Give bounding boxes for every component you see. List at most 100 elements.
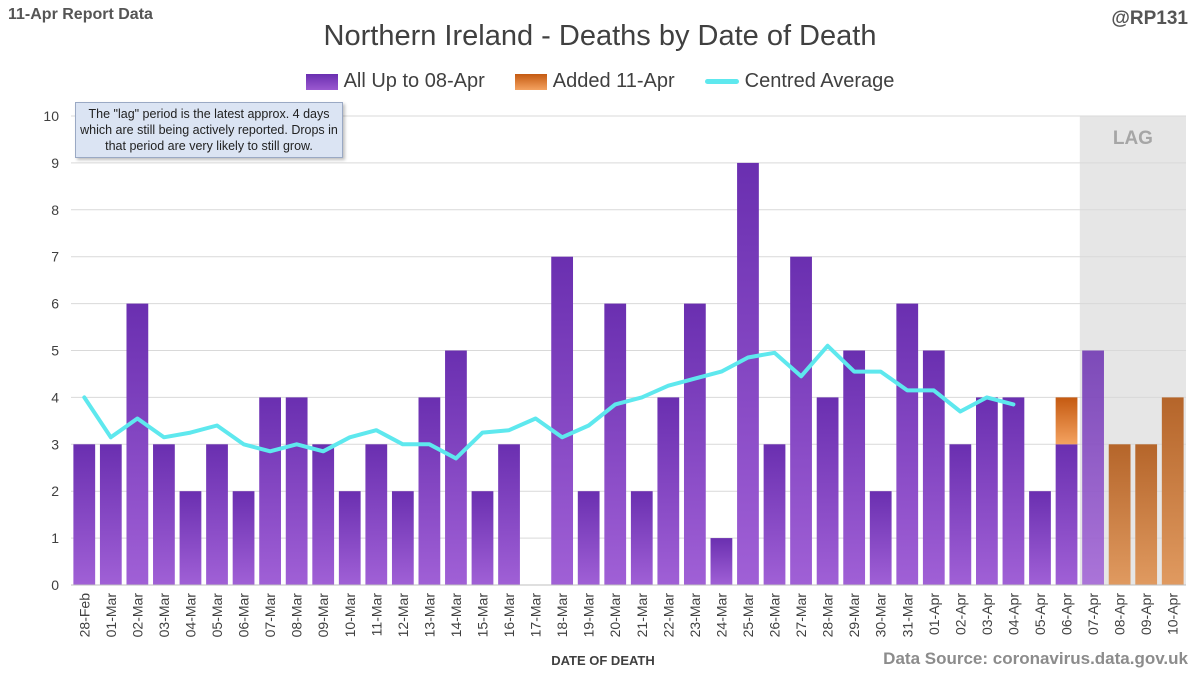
legend-swatch-line (704, 79, 739, 84)
x-tick-label: 19-Mar (581, 593, 597, 638)
x-tick-label: 16-Mar (501, 593, 517, 638)
legend-swatch-orange (514, 73, 547, 90)
bar-all-up-to (630, 491, 653, 585)
bar-all-up-to (1055, 444, 1078, 585)
x-tick-label: 22-Mar (660, 593, 676, 638)
bar-all-up-to (869, 491, 892, 585)
x-tick-label: 01-Mar (103, 593, 119, 638)
bar-all-up-to (816, 397, 839, 585)
legend-item-centred-average: Centred Average (704, 70, 895, 93)
bar-added (1108, 444, 1131, 585)
x-tick-label: 29-Mar (846, 593, 862, 638)
chart-legend: All Up to 08-Apr Added 11-Apr Centred Av… (0, 70, 1200, 93)
x-tick-label: 17-Mar (528, 593, 544, 638)
x-tick-label: 03-Mar (156, 593, 172, 638)
x-tick-label: 18-Mar (554, 593, 570, 638)
author-handle: @RP131 (1111, 8, 1188, 29)
y-tick-label: 9 (51, 155, 59, 171)
bar-all-up-to (179, 491, 202, 585)
bar-all-up-to (577, 491, 600, 585)
bar-all-up-to (1082, 350, 1104, 585)
x-tick-label: 07-Mar (262, 593, 278, 638)
bar-all-up-to (896, 303, 919, 585)
bar-all-up-to (710, 538, 733, 585)
bar-all-up-to (418, 397, 441, 585)
legend-item-all-up-to: All Up to 08-Apr (305, 70, 485, 93)
bar-all-up-to (657, 397, 680, 585)
x-tick-label: 21-Mar (634, 593, 650, 638)
lag-label: LAG (1113, 128, 1153, 149)
legend-label-centred-average: Centred Average (744, 70, 895, 92)
x-tick-label: 20-Mar (607, 593, 623, 638)
bar-all-up-to (498, 444, 520, 585)
bar-all-up-to (604, 303, 627, 585)
bar-all-up-to (551, 256, 574, 585)
x-tick-label: 03-Apr (979, 593, 995, 635)
legend-swatch-purple (305, 73, 338, 90)
bar-all-up-to (683, 303, 706, 585)
bar-all-up-to (790, 256, 812, 585)
x-tick-label: 28-Mar (820, 593, 836, 638)
y-tick-label: 0 (51, 577, 59, 593)
x-tick-label: 31-Mar (899, 593, 915, 638)
bar-all-up-to (126, 303, 149, 585)
x-tick-label: 10-Apr (1165, 593, 1181, 635)
lag-note: The "lag" period is the latest approx. 4… (75, 102, 343, 158)
y-tick-label: 5 (51, 343, 59, 359)
x-tick-label: 12-Mar (395, 593, 411, 638)
y-tick-label: 7 (51, 249, 59, 265)
x-tick-label: 08-Apr (1112, 593, 1128, 635)
bar-all-up-to (285, 397, 308, 585)
y-tick-label: 2 (51, 483, 59, 499)
bar-all-up-to (1002, 397, 1025, 585)
x-tick-label: 01-Apr (926, 593, 942, 635)
y-tick-label: 6 (51, 296, 59, 312)
bar-all-up-to (737, 162, 759, 585)
x-tick-label: 05-Apr (1032, 593, 1048, 635)
bar-all-up-to (99, 444, 122, 585)
x-tick-label: 06-Mar (236, 593, 252, 638)
bar-all-up-to (763, 444, 786, 585)
x-tick-label: 13-Mar (421, 593, 437, 638)
bar-added (1161, 397, 1184, 585)
x-tick-label: 11-Mar (368, 593, 384, 637)
bar-all-up-to (471, 491, 494, 585)
x-axis-title: DATE OF DEATH (551, 653, 655, 668)
bar-all-up-to (365, 444, 388, 585)
line-centred-average (82, 343, 1016, 461)
y-tick-label: 8 (51, 202, 59, 218)
report-date-label: 11-Apr Report Data (8, 6, 153, 23)
bar-all-up-to (73, 444, 96, 585)
x-tick-label: 02-Mar (129, 593, 145, 638)
x-tick-label: 06-Apr (1059, 593, 1075, 635)
bar-all-up-to (1029, 491, 1051, 585)
bar-added (1135, 444, 1158, 585)
x-tick-label: 09-Mar (315, 593, 331, 638)
x-tick-label: 10-Mar (342, 593, 358, 638)
x-tick-label: 04-Apr (1005, 593, 1021, 635)
x-tick-label: 05-Mar (209, 593, 225, 638)
x-tick-label: 04-Mar (182, 593, 198, 638)
legend-label-all-up-to: All Up to 08-Apr (343, 70, 485, 92)
bar-all-up-to (976, 397, 998, 585)
bar-all-up-to (312, 444, 335, 585)
bar-all-up-to (232, 491, 255, 585)
legend-label-added: Added 11-Apr (552, 70, 675, 92)
x-tick-label: 28-Feb (76, 593, 92, 638)
bar-all-up-to (206, 444, 228, 585)
y-tick-label: 3 (51, 436, 59, 452)
x-tick-label: 24-Mar (713, 593, 729, 638)
chart-title: Northern Ireland - Deaths by Date of Dea… (323, 20, 877, 52)
y-tick-label: 4 (51, 389, 59, 405)
bar-all-up-to (843, 350, 866, 585)
bar-all-up-to (445, 350, 467, 585)
x-tick-label: 07-Apr (1085, 593, 1101, 635)
bar-all-up-to (338, 491, 361, 585)
x-tick-label: 25-Mar (740, 593, 756, 638)
x-tick-label: 30-Mar (873, 593, 889, 638)
bar-all-up-to (391, 491, 414, 585)
x-tick-label: 08-Mar (289, 593, 305, 638)
x-tick-label: 15-Mar (474, 593, 490, 638)
x-tick-label: 02-Apr (952, 593, 968, 635)
data-source: Data Source: coronavirus.data.gov.uk (883, 649, 1188, 668)
